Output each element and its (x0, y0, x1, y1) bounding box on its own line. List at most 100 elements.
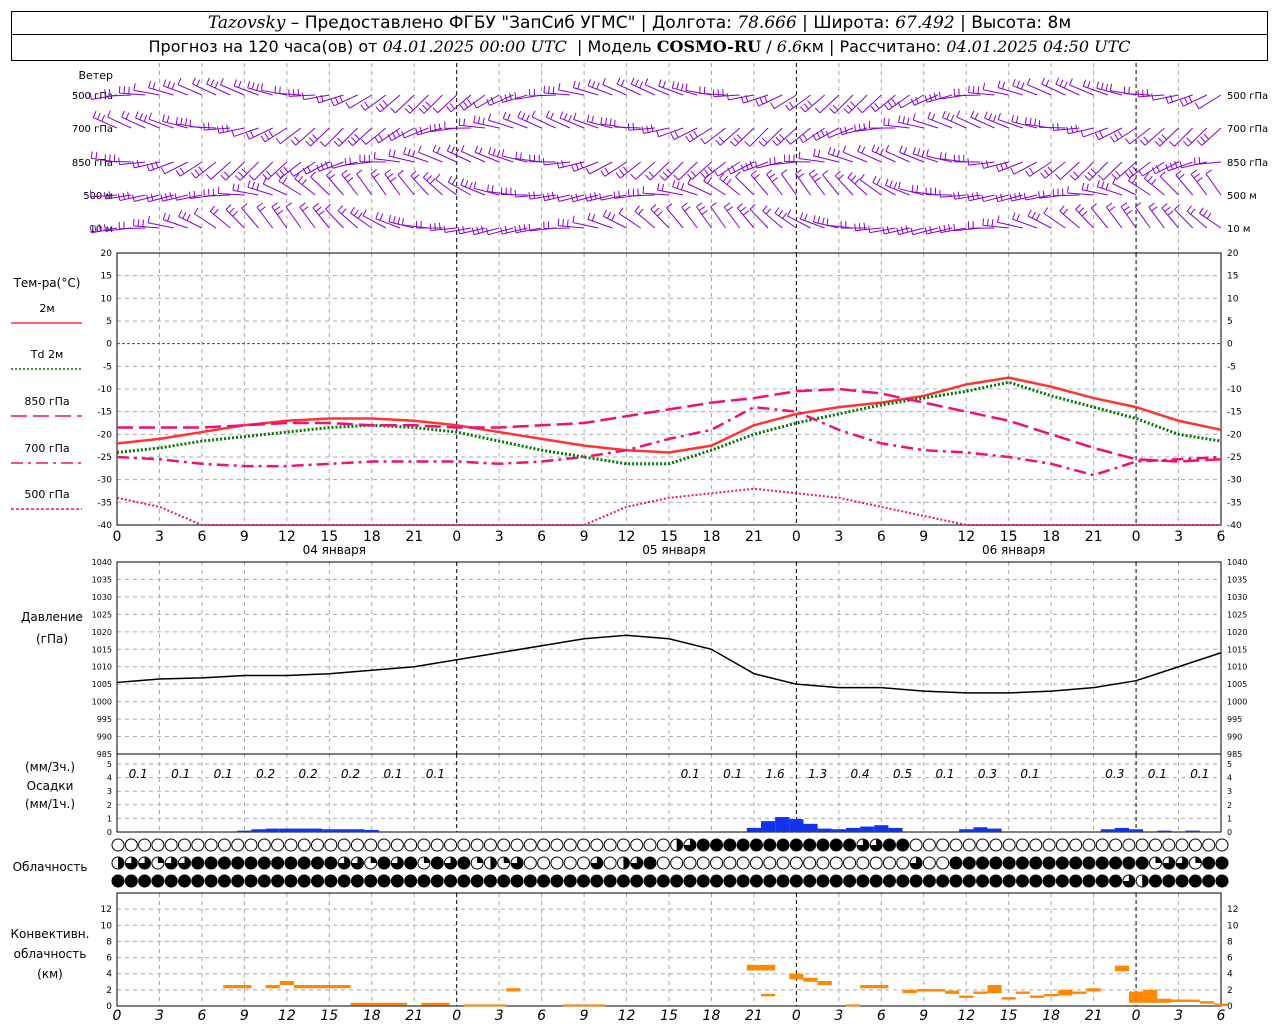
lon-value: 78.666 (737, 13, 797, 33)
wind-barb-flag (1026, 77, 1031, 85)
wind-barb-flag (206, 77, 211, 85)
wind-barb-icon (1159, 127, 1179, 147)
wind-barb-flag (991, 219, 994, 227)
cloud-circle (643, 856, 657, 870)
wind-barb-icon (105, 194, 132, 200)
wind-barb-flag (276, 209, 284, 215)
cloud-cover-icon (670, 856, 684, 870)
temp-tick-left: -35 (97, 498, 112, 508)
cloud-cover-icon (204, 856, 218, 870)
convective-segment (1114, 965, 1129, 972)
pressure-tick-right: 1005 (1227, 680, 1247, 689)
precip-3h-total: 0.1 (426, 767, 445, 781)
wind-barb-icon (1025, 194, 1052, 201)
wind-barb-flag (464, 180, 469, 188)
cloud-cover-icon (616, 856, 630, 870)
cloud-cover-icon (364, 856, 378, 870)
wind-barb-flag (769, 157, 772, 165)
wind-barb-flag (653, 207, 660, 214)
cloud-circle (683, 856, 697, 870)
wind-barb-flag (404, 108, 411, 114)
convective-segment (1129, 991, 1144, 1003)
wind-barb-flag (938, 225, 942, 233)
cloud-cover-icon (630, 874, 644, 888)
wind-barb-icon (1041, 83, 1066, 96)
cloud-circle (537, 856, 551, 870)
wind-barb-flag (341, 169, 348, 175)
wind-level-label-right: 500 м (1227, 191, 1257, 202)
wind-barb-flag (729, 140, 736, 147)
cloud-cover-icon (603, 856, 617, 870)
wind-barb-flag (638, 208, 644, 215)
convective-segment (945, 990, 960, 994)
wind-barb-flag (325, 203, 332, 210)
cloud-cover-icon (829, 838, 843, 852)
cloud-cover-icon (909, 856, 923, 870)
wind-barb-flag (942, 110, 946, 118)
cloud-cover-icon (736, 856, 750, 870)
wind-barb-flag (558, 83, 561, 91)
wind-barb-flag (577, 82, 581, 90)
wind-barb-flag (476, 226, 480, 234)
cloud-circle (563, 874, 577, 888)
cloud-cover-icon (976, 838, 990, 852)
cloud-circle (470, 838, 484, 852)
wind-barb-icon (289, 94, 316, 97)
wind-barb-flag (1159, 171, 1166, 177)
cloud-circle (603, 856, 617, 870)
wind-barb-icon (530, 194, 556, 200)
cloud-circle (803, 838, 817, 852)
wind-barb-flag (703, 174, 708, 182)
precip-bar (435, 831, 450, 832)
convective-x-tick-label: 6 (1217, 1008, 1226, 1024)
wind-barb-flag (337, 205, 344, 212)
wind-barb-flag (162, 79, 167, 87)
wind-barb-flag (1084, 175, 1090, 181)
wind-barb-flag (160, 194, 164, 202)
wind-barb-flag (946, 112, 951, 120)
cloud-cover-icon (869, 874, 883, 888)
wind-barb-flag (1165, 96, 1169, 104)
precip-bar (718, 831, 733, 832)
temp-series-line (116, 405, 1222, 477)
wind-barb-flag (803, 103, 809, 110)
pressure-tick-left: 1005 (92, 680, 112, 689)
wind-barb-flag (798, 136, 804, 143)
cloud-circle (444, 838, 458, 852)
wind-barb-flag (1096, 81, 1100, 89)
precip-3h-total: 0.1 (935, 767, 954, 781)
wind-barb-flag (847, 172, 853, 178)
precip-tick-right: 2 (1227, 801, 1232, 810)
wind-barb-icon (1129, 127, 1151, 145)
cloud-fill (1176, 857, 1189, 870)
wind-barb-flag (378, 134, 383, 141)
cloud-cover-icon (603, 838, 617, 852)
pressure-tick-right: 995 (1227, 715, 1242, 724)
cloud-circle (843, 838, 857, 852)
wind-barb-icon (736, 207, 755, 229)
cloud-circle (350, 874, 364, 888)
wind-barb-flag (921, 150, 925, 158)
convective-segment (350, 1002, 408, 1006)
cloud-circle (789, 838, 803, 852)
cloud-cover-icon (404, 856, 418, 870)
wind-barb-flag (127, 191, 130, 199)
wind-barb-icon (970, 116, 995, 129)
temp-tick-right: -25 (1227, 453, 1242, 463)
convective-tick-right: 0 (1227, 1002, 1233, 1012)
cloud-cover-icon (856, 856, 870, 870)
pressure-tick-left: 1000 (92, 698, 112, 707)
cloud-circle (178, 838, 192, 852)
wind-barb-icon (135, 117, 160, 129)
convective-segment (293, 985, 351, 989)
wind-barb-flag (302, 206, 309, 212)
cloud-circle (271, 856, 285, 870)
wind-barb-flag (740, 164, 745, 172)
wind-barb-flag (926, 149, 929, 157)
wind-barb-icon (888, 94, 910, 111)
cloud-circle (962, 856, 976, 870)
wind-barb-flag (814, 177, 821, 182)
wind-barb-flag (521, 112, 526, 120)
precip-bar (831, 829, 846, 832)
convective-unit: (км) (37, 967, 63, 981)
